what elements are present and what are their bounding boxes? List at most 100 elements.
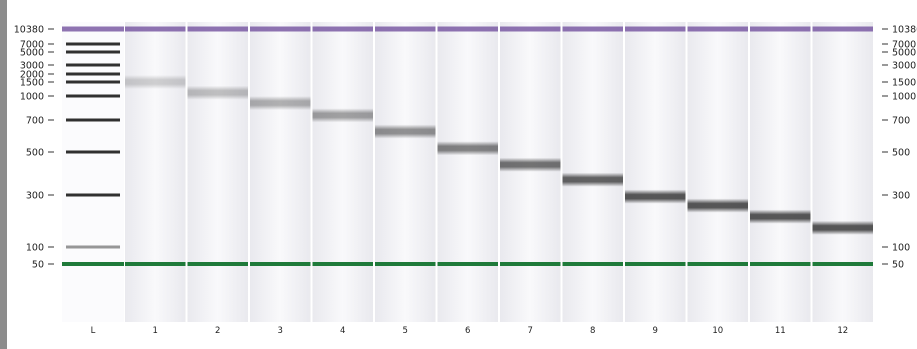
scale-left-label: 300 [26, 190, 44, 201]
lane-labels-group: L 1 2 3 4 5 6 7 8 9 10 11 12 [91, 326, 849, 336]
upper-marker-band [500, 26, 561, 32]
lower-marker-band [312, 262, 373, 266]
lane-number-label: 5 [403, 326, 408, 336]
ladder-band [66, 118, 120, 122]
lane-number-label: 9 [653, 326, 658, 336]
scale-right-label: 1000 [892, 91, 916, 102]
lane-number-label: 3 [278, 326, 283, 336]
ladder-band [66, 72, 120, 76]
lower-marker-band [437, 262, 498, 266]
sample-lane-1 [125, 22, 186, 322]
upper-marker-band [687, 26, 748, 32]
scale-left-label: 7000 [20, 39, 44, 50]
sample-lane-3 [250, 22, 311, 322]
ladder-band [66, 80, 120, 84]
lower-marker-band [250, 262, 311, 266]
scale-left-label: 10380 [14, 24, 44, 35]
sample-lane-11 [750, 22, 811, 322]
scale-left-label: 5000 [20, 47, 44, 58]
scale-left-label: 100 [26, 242, 44, 253]
sample-lane-2 [187, 22, 248, 322]
lanes-group [62, 22, 873, 322]
scale-left-label: 3000 [20, 60, 44, 71]
ladder-group [66, 42, 873, 249]
scale-right-label: 5000 [892, 47, 916, 58]
sample-lane-8 [562, 22, 623, 322]
sample-lane-5 [375, 22, 436, 322]
markers-group [62, 26, 873, 266]
scale-right-label: 100 [892, 242, 910, 253]
ladder-lane [62, 22, 124, 322]
scale-left-label: 500 [26, 147, 44, 158]
sample-band-6 [437, 141, 498, 156]
upper-marker-band [750, 26, 811, 32]
left-edge-bar [0, 0, 7, 349]
lane-number-label: 6 [465, 326, 470, 336]
lower-marker-band [125, 262, 186, 266]
lower-marker-band [687, 262, 748, 266]
upper-marker-band [187, 26, 248, 32]
sample-lane-9 [625, 22, 686, 322]
sample-band-10 [687, 198, 748, 213]
scale-right-label: 500 [892, 147, 910, 158]
lane-number-label: 7 [528, 326, 533, 336]
upper-marker-band [562, 26, 623, 32]
upper-marker-band [62, 26, 124, 32]
ladder-band [66, 193, 120, 197]
sample-band-12 [812, 220, 873, 235]
ladder-band [66, 50, 120, 54]
ladder-band [66, 94, 120, 98]
lower-marker-band [562, 262, 623, 266]
scale-left-label: 1000 [20, 91, 44, 102]
lane-number-label: 4 [340, 326, 345, 336]
sample-band-1 [125, 75, 186, 89]
scale-left-label: 700 [26, 115, 44, 126]
sample-band-8 [562, 172, 623, 187]
lane-number-label: 11 [775, 326, 786, 336]
lower-marker-band [62, 262, 124, 266]
ladder-lane-label: L [91, 326, 96, 336]
upper-marker-band [625, 26, 686, 32]
lower-marker-band [625, 262, 686, 266]
scale-right-label: 700 [892, 115, 910, 126]
sample-band-3 [250, 96, 311, 111]
ladder-band [66, 63, 120, 67]
ladder-band [66, 245, 120, 249]
lower-marker-band [500, 262, 561, 266]
lane-number-label: 12 [837, 326, 848, 336]
lane-number-label: 8 [590, 326, 595, 336]
lower-marker-band [812, 262, 873, 266]
upper-marker-band [375, 26, 436, 32]
upper-marker-band [125, 26, 186, 32]
scale-right-label: 300 [892, 190, 910, 201]
sample-band-5 [375, 124, 436, 139]
lane-number-label: 1 [153, 326, 158, 336]
scale-right-label: 7000 [892, 39, 916, 50]
upper-marker-band [312, 26, 373, 32]
ladder-band [66, 42, 120, 46]
lane-number-label: 10 [712, 326, 723, 336]
upper-marker-band [437, 26, 498, 32]
sample-lane-12 [812, 22, 873, 322]
sample-band-9 [625, 189, 686, 204]
scale-right-label: 10380 [892, 24, 917, 35]
upper-marker-band [250, 26, 311, 32]
scale-left-label: 1500 [20, 77, 44, 88]
scale-left-label: 50 [32, 259, 44, 270]
lower-marker-band [187, 262, 248, 266]
sample-lane-10 [687, 22, 748, 322]
sample-band-11 [750, 209, 811, 224]
sample-lane-7 [500, 22, 561, 322]
sample-lane-4 [312, 22, 373, 322]
sample-band-2 [187, 85, 248, 100]
lower-marker-band [750, 262, 811, 266]
lower-marker-band [375, 262, 436, 266]
scale-right-label: 50 [892, 259, 904, 270]
sample-band-7 [500, 157, 561, 172]
sample-lane-6 [437, 22, 498, 322]
scale-right-label: 1500 [892, 77, 916, 88]
ladder-band [66, 150, 120, 154]
